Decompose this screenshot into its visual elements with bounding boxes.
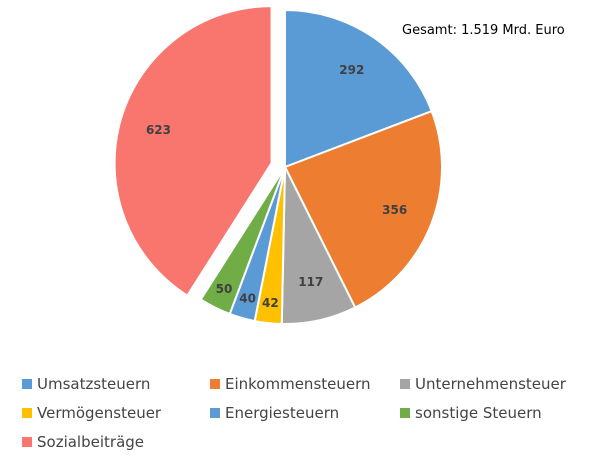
data-label-sozialbeitrage: 623 [146,123,171,137]
data-label-energiesteuern: 40 [239,291,256,305]
total-label: Gesamt: 1.519 Mrd. Euro [402,23,565,38]
pie-slice-sonstige-steuern [199,166,286,316]
data-label-einkommensteuern: 356 [382,203,407,217]
pie-slice-sozialbeitrage [113,5,273,297]
pie-slice-umsatzsteuern [284,8,434,169]
pie-slice-einkommensteuern [283,109,443,309]
data-label-unternehmensteuer: 117 [298,275,323,289]
data-label-vermogensteuer: 42 [262,296,279,310]
data-label-umsatzsteuern: 292 [339,63,364,77]
data-label-sonstige-steuern: 50 [216,282,233,296]
